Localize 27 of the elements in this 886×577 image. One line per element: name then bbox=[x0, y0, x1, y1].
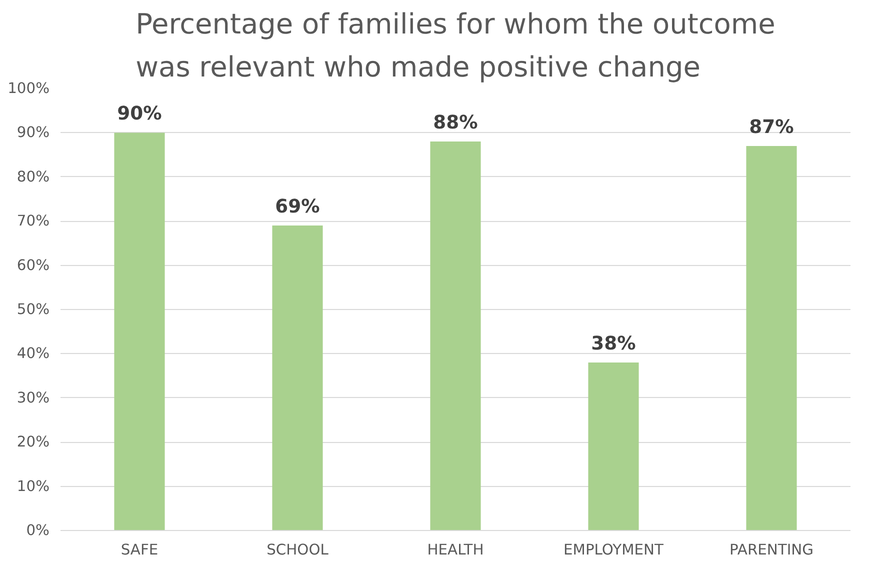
data-label: 87% bbox=[749, 116, 794, 138]
x-tick-label: SAFE bbox=[120, 542, 158, 558]
bar bbox=[272, 226, 323, 530]
y-tick-label: 70% bbox=[16, 212, 50, 230]
x-tick-label: EMPLOYMENT bbox=[564, 542, 664, 558]
y-tick-label: 50% bbox=[16, 301, 50, 318]
data-label: 38% bbox=[591, 334, 636, 355]
y-tick-label: 30% bbox=[16, 389, 50, 406]
bar bbox=[114, 132, 165, 530]
data-label: 69% bbox=[275, 196, 320, 218]
y-tick-label: 80% bbox=[16, 168, 50, 186]
chart-title: Percentage of families for whom the outcome was relevant who made positive change bbox=[136, 8, 776, 84]
y-tick-label: 0% bbox=[26, 522, 50, 539]
x-tick-label: HEALTH bbox=[427, 542, 484, 558]
y-tick-label: 90% bbox=[16, 124, 50, 142]
y-tick-label: 60% bbox=[16, 256, 50, 274]
data-label: 88% bbox=[433, 112, 478, 134]
data-label: 90% bbox=[117, 104, 162, 125]
y-tick-label: 10% bbox=[16, 478, 50, 495]
x-tick-label: SCHOOL bbox=[266, 542, 330, 558]
x-tick-label: PARENTING bbox=[730, 542, 814, 558]
y-tick-label: 40% bbox=[16, 345, 50, 362]
y-tick-label: 100% bbox=[8, 80, 50, 97]
y-tick-label: 20% bbox=[16, 434, 50, 451]
bar bbox=[588, 362, 639, 530]
bar bbox=[746, 146, 797, 530]
bar bbox=[430, 142, 481, 530]
